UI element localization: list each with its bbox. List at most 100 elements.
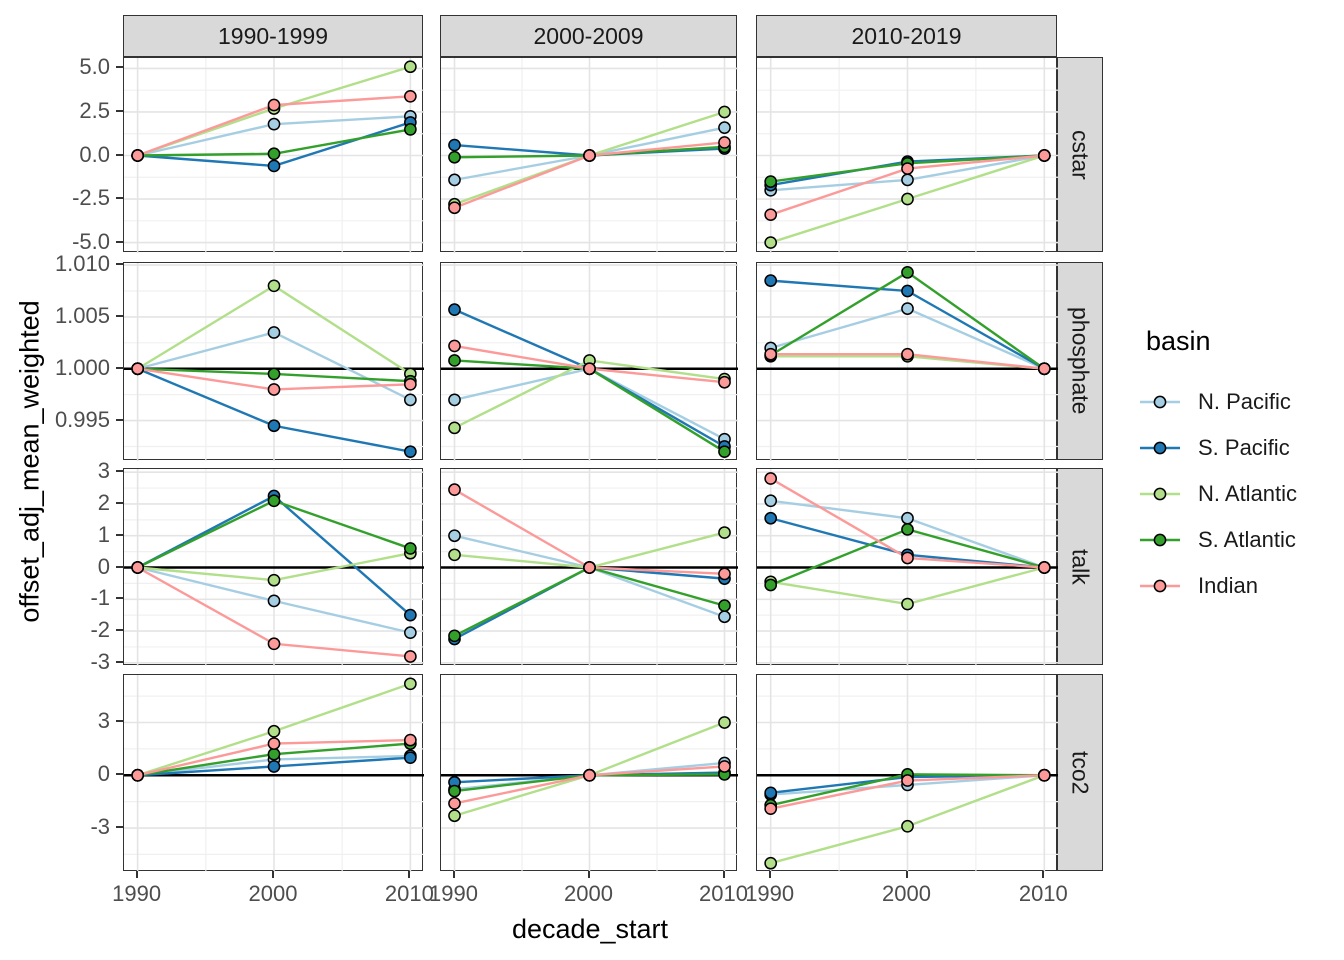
x-axis-tick-label: 2000	[882, 881, 931, 906]
data-point-n-atlantic	[448, 548, 461, 562]
data-point-s-pacific	[764, 786, 778, 800]
axis-tick-mark	[116, 109, 123, 112]
data-point-indian	[404, 733, 417, 747]
data-point-s-pacific	[267, 159, 281, 173]
legend-title: basin	[1146, 326, 1211, 356]
data-point-n-atlantic	[267, 724, 281, 738]
legend-key-s-pacific	[1140, 441, 1180, 455]
axis-tick-mark	[116, 66, 123, 69]
legend-key-point	[1153, 441, 1167, 455]
data-point-indian	[718, 760, 731, 773]
data-point-indian	[404, 650, 417, 663]
legend-label: S. Pacific	[1198, 435, 1290, 460]
data-point-n-pacific	[901, 173, 914, 187]
data-point-indian	[901, 162, 914, 175]
data-point-n-atlantic	[764, 856, 778, 870]
data-point-s-atlantic	[901, 265, 914, 279]
data-point-n-pacific	[718, 610, 731, 624]
legend-key-indian	[1140, 579, 1180, 593]
legend-key-n-pacific	[1140, 395, 1180, 409]
facet-panel-cstar-2010-2019	[756, 57, 1058, 253]
panel-plot-area	[124, 675, 424, 872]
axis-tick-mark	[452, 871, 455, 878]
data-point-indian	[764, 802, 778, 816]
y-axis-tick-label: -2.5	[72, 185, 110, 211]
data-point-indian	[448, 201, 461, 215]
data-point-indian	[131, 768, 144, 782]
data-point-n-pacific	[764, 494, 778, 508]
data-point-s-pacific	[764, 274, 778, 287]
y-axis-tick-label: 1.000	[54, 354, 110, 380]
y-axis-tick-label: 0.995	[54, 406, 110, 432]
facet-panel-talk-1990-1999	[123, 468, 424, 666]
panel-plot-area	[124, 58, 424, 253]
row-strip-phosphate: phosphate	[1057, 262, 1103, 460]
x-axis-tick-label: 1990	[112, 881, 162, 906]
data-point-s-pacific	[267, 419, 281, 433]
data-point-s-atlantic	[718, 599, 731, 612]
panel-plot-area	[124, 469, 424, 666]
axis-tick-mark	[116, 826, 123, 829]
legend-key-n-atlantic	[1140, 487, 1180, 501]
column-strip-1990-1999: 1990-1999	[123, 15, 423, 57]
y-axis-tick-label: 5.0	[79, 54, 110, 80]
panel-plot-area	[757, 469, 1058, 666]
x-axis-tick-label: 1990	[745, 881, 795, 906]
panel-plot-area	[757, 263, 1058, 461]
panel-plot-area	[757, 675, 1058, 872]
legend-key-s-atlantic	[1140, 533, 1180, 547]
data-point-n-atlantic	[267, 279, 281, 293]
y-axis-tick-label: 1	[97, 521, 110, 547]
axis-tick-mark	[116, 629, 123, 632]
data-point-indian	[267, 98, 281, 112]
data-point-s-atlantic	[764, 175, 778, 188]
data-point-n-atlantic	[718, 105, 731, 119]
axis-tick-mark	[135, 871, 138, 878]
data-point-s-pacific	[267, 760, 281, 773]
x-axis-tick-label: 2000	[564, 881, 613, 906]
data-point-indian	[718, 375, 731, 389]
data-point-indian	[131, 561, 144, 574]
data-point-n-atlantic	[764, 236, 778, 249]
panel-plot-area	[124, 263, 424, 461]
data-point-n-atlantic	[404, 677, 417, 691]
y-axis-tick-label: 3	[97, 708, 110, 734]
axis-tick-mark	[116, 773, 123, 776]
data-point-s-pacific	[764, 511, 778, 525]
y-axis-tick-label: 0	[97, 761, 110, 787]
data-point-indian	[1037, 561, 1051, 574]
facet-panel-talk-2010-2019	[756, 468, 1058, 666]
axis-tick-mark	[116, 501, 123, 504]
y-axis-tick-label: 2	[97, 489, 110, 515]
data-point-indian	[1037, 768, 1051, 782]
data-point-s-atlantic	[448, 784, 461, 798]
data-point-n-atlantic	[718, 716, 731, 729]
data-point-s-pacific	[404, 608, 417, 622]
data-point-indian	[583, 149, 596, 162]
legend-key-point	[1153, 533, 1167, 547]
axis-tick-mark	[116, 240, 123, 243]
legend-key-point	[1153, 395, 1167, 409]
axis-tick-mark	[116, 597, 123, 600]
data-point-s-atlantic	[448, 150, 461, 164]
axis-tick-mark	[116, 153, 123, 156]
row-strip-talk: talk	[1057, 468, 1103, 665]
data-point-s-pacific	[448, 138, 461, 152]
data-point-n-atlantic	[448, 809, 461, 823]
y-axis-tick-label: 2.5	[79, 97, 110, 123]
data-point-n-pacific	[267, 326, 281, 339]
data-point-n-atlantic	[404, 60, 417, 74]
legend-entry-indian: Indian	[1138, 563, 1344, 609]
axis-tick-mark	[116, 533, 123, 536]
legend-entries: N. Pacific S. Pacific N. Atlantic S. Atlant…	[1138, 379, 1344, 609]
axis-tick-mark	[116, 720, 123, 723]
facet-panel-cstar-1990-1999	[123, 57, 424, 253]
facet-panel-talk-2000-2009	[440, 468, 738, 666]
axis-tick-mark	[116, 314, 123, 317]
y-axis-tick-label: -5.0	[72, 228, 110, 254]
axis-tick-mark	[768, 871, 771, 878]
y-axis-tick-label: 0	[97, 553, 110, 579]
legend-entry-s-pacific: S. Pacific	[1138, 425, 1344, 471]
legend-key-point	[1153, 579, 1167, 593]
data-point-n-pacific	[448, 173, 461, 187]
